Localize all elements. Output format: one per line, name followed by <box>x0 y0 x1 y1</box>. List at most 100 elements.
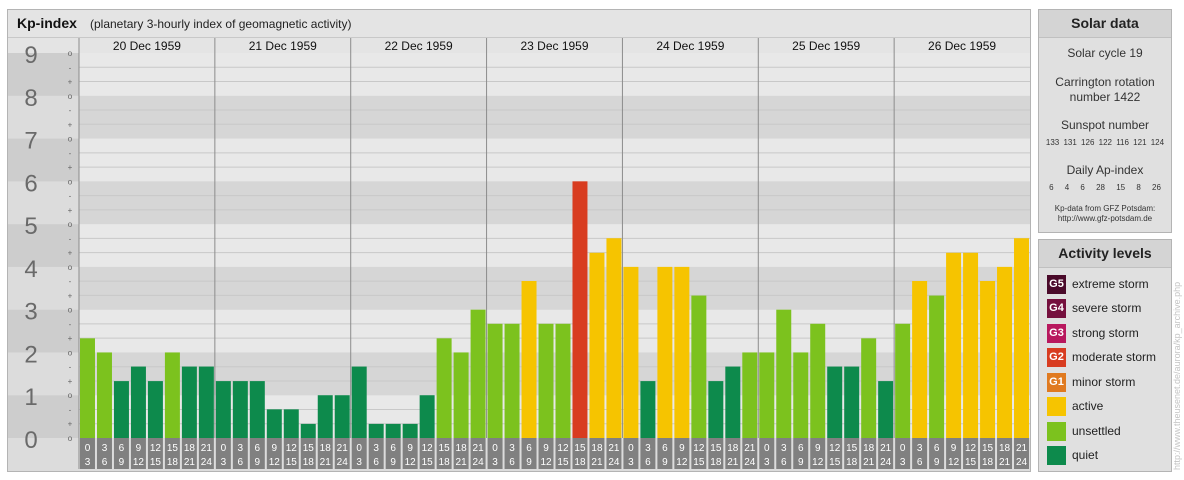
minor-tick-label: o <box>68 49 73 58</box>
kp-band <box>79 53 1030 96</box>
minor-tick-label: + <box>68 249 73 258</box>
minor-tick-label: - <box>69 149 72 158</box>
interval-start-label: 21 <box>337 443 349 454</box>
interval-end-label: 15 <box>557 457 569 468</box>
kp-bar <box>453 352 469 438</box>
interval-end-label: 24 <box>201 457 213 468</box>
interval-cell <box>80 438 95 469</box>
interval-cell <box>997 438 1013 469</box>
interval-end-label: 15 <box>829 457 841 468</box>
interval-end-label: 15 <box>965 457 977 468</box>
interval-cell <box>1014 438 1029 469</box>
y-label-band <box>8 138 79 182</box>
interval-cell <box>504 438 520 469</box>
minor-tick-label: o <box>68 348 73 357</box>
interval-end-label: 3 <box>356 457 362 468</box>
level-label: active <box>1072 399 1104 413</box>
interval-cell <box>130 438 146 469</box>
interval-end-label: 9 <box>255 457 261 468</box>
interval-end-label: 24 <box>744 457 756 468</box>
interval-end-label: 9 <box>934 457 940 468</box>
kp-bar <box>130 366 146 438</box>
interval-start-label: 3 <box>645 443 651 454</box>
interval-cell <box>147 438 163 469</box>
kp-bar <box>249 381 265 438</box>
kp-bar <box>742 352 758 438</box>
kp-bar <box>164 352 180 438</box>
interval-start-label: 12 <box>286 443 298 454</box>
kp-bar <box>283 409 299 438</box>
interval-cell <box>861 438 877 469</box>
interval-end-label: 18 <box>303 457 315 468</box>
minor-tick-label: - <box>69 234 72 243</box>
solar-panel-title: Solar data <box>1039 10 1171 38</box>
interval-end-label: 9 <box>662 457 668 468</box>
level-swatch <box>1047 446 1066 465</box>
interval-start-label: 0 <box>85 443 91 454</box>
interval-cell <box>555 438 571 469</box>
y-tick-label: 1 <box>24 384 37 411</box>
y-tick-label: 0 <box>24 427 37 454</box>
interval-cell <box>895 438 911 469</box>
y-tick-label: 4 <box>24 256 37 283</box>
y-label-band <box>8 395 79 438</box>
interval-cell <box>963 438 979 469</box>
interval-end-label: 6 <box>102 457 108 468</box>
interval-cell <box>538 438 554 469</box>
kp-chart: 0123456789o+-o+-o+-o+-o+-o+-o+-o+-o+-o20… <box>8 37 1030 469</box>
interval-start-label: 3 <box>373 443 379 454</box>
interval-start-label: 12 <box>693 443 705 454</box>
interval-start-label: 15 <box>574 443 586 454</box>
sunspot-label: Sunspot number <box>1060 118 1150 132</box>
kp-bar <box>402 423 418 438</box>
interval-cell <box>572 438 588 469</box>
ap-index-label: Daily Ap-index <box>1066 163 1144 177</box>
interval-start-label: 0 <box>628 443 634 454</box>
day-label: 24 Dec 1959 <box>656 39 724 53</box>
interval-end-label: 3 <box>764 457 770 468</box>
level-swatch: G4 <box>1047 299 1066 318</box>
interval-cell <box>317 438 333 469</box>
kp-bar <box>844 366 860 438</box>
interval-cell <box>589 438 605 469</box>
interval-cell <box>742 438 758 469</box>
y-tick-label: 6 <box>24 170 37 197</box>
interval-cell <box>810 438 826 469</box>
interval-start-label: 9 <box>815 443 821 454</box>
kp-bar <box>538 323 554 438</box>
kp-bar <box>606 238 622 438</box>
minor-tick-label: + <box>68 120 73 129</box>
interval-cell <box>249 438 265 469</box>
level-label: moderate storm <box>1072 350 1157 364</box>
interval-end-label: 18 <box>710 457 722 468</box>
kp-bar <box>419 395 435 438</box>
interval-end-label: 21 <box>863 457 875 468</box>
interval-start-label: 9 <box>407 443 413 454</box>
interval-start-label: 3 <box>781 443 787 454</box>
interval-end-label: 12 <box>269 457 281 468</box>
kp-bar <box>300 423 316 438</box>
interval-cell <box>419 438 435 469</box>
kp-bar <box>198 366 214 438</box>
interval-end-label: 18 <box>167 457 179 468</box>
interval-start-label: 21 <box>201 443 213 454</box>
interval-start-label: 12 <box>150 443 162 454</box>
interval-end-label: 18 <box>982 457 994 468</box>
interval-end-label: 12 <box>540 457 552 468</box>
sunspot-values: 133 131 126 122 116 121 124 <box>1045 138 1165 147</box>
interval-cell <box>606 438 622 469</box>
interval-cell <box>113 438 129 469</box>
interval-start-label: 21 <box>880 443 892 454</box>
interval-cell <box>198 438 214 469</box>
interval-end-label: 21 <box>999 457 1011 468</box>
y-tick-label: 7 <box>24 128 37 155</box>
kp-bar <box>215 381 231 438</box>
y-label-band <box>8 266 79 310</box>
y-label-band <box>8 309 79 353</box>
interval-cell <box>453 438 469 469</box>
date-row <box>8 37 1030 53</box>
interval-cell <box>487 438 503 469</box>
interval-cell <box>283 438 299 469</box>
kp-bar <box>385 423 401 438</box>
interval-start-label: 21 <box>473 443 485 454</box>
